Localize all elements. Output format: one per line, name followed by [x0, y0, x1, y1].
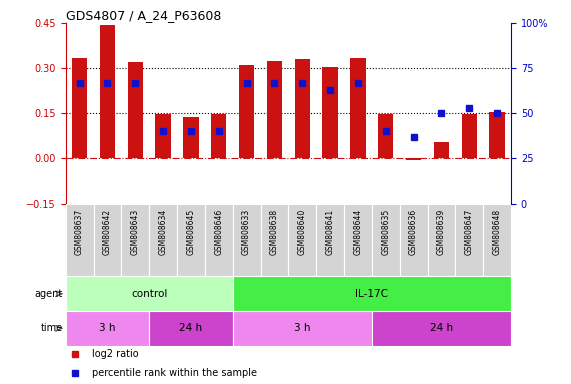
Bar: [66, 204, 94, 276]
Text: percentile rank within the sample: percentile rank within the sample: [93, 368, 258, 378]
Bar: [66, 276, 233, 311]
Bar: [205, 204, 233, 276]
Bar: [127, 62, 143, 159]
Text: 3 h: 3 h: [99, 323, 116, 333]
Bar: [233, 204, 260, 276]
Bar: [260, 204, 288, 276]
Bar: [94, 204, 122, 276]
Bar: [66, 311, 149, 346]
Bar: [400, 204, 428, 276]
Text: GSM808641: GSM808641: [325, 209, 335, 255]
Text: 3 h: 3 h: [294, 323, 311, 333]
Text: GSM808647: GSM808647: [465, 209, 474, 255]
Bar: [372, 204, 400, 276]
Text: log2 ratio: log2 ratio: [93, 349, 139, 359]
Text: GSM808643: GSM808643: [131, 209, 140, 255]
Text: GSM808633: GSM808633: [242, 209, 251, 255]
Bar: [428, 204, 456, 276]
Bar: [489, 112, 505, 159]
Text: agent: agent: [35, 289, 63, 299]
Text: GSM808642: GSM808642: [103, 209, 112, 255]
Bar: [149, 311, 233, 346]
Bar: [100, 25, 115, 159]
Bar: [456, 204, 483, 276]
Text: GSM808639: GSM808639: [437, 209, 446, 255]
Bar: [122, 204, 149, 276]
Text: control: control: [131, 289, 167, 299]
Text: GSM808646: GSM808646: [214, 209, 223, 255]
Text: GDS4807 / A_24_P63608: GDS4807 / A_24_P63608: [66, 9, 221, 22]
Bar: [372, 311, 511, 346]
Bar: [233, 311, 372, 346]
Text: GSM808637: GSM808637: [75, 209, 84, 255]
Bar: [461, 114, 477, 159]
Text: 24 h: 24 h: [430, 323, 453, 333]
Bar: [149, 204, 177, 276]
Text: GSM808638: GSM808638: [270, 209, 279, 255]
Text: IL-17C: IL-17C: [355, 289, 388, 299]
Text: GSM808644: GSM808644: [353, 209, 363, 255]
Bar: [288, 204, 316, 276]
Text: GSM808635: GSM808635: [381, 209, 391, 255]
Bar: [72, 58, 87, 159]
Text: GSM808648: GSM808648: [493, 209, 502, 255]
Bar: [155, 114, 171, 159]
Bar: [177, 204, 205, 276]
Bar: [239, 65, 254, 159]
Bar: [434, 142, 449, 159]
Bar: [211, 114, 227, 159]
Bar: [323, 67, 338, 159]
Text: GSM808636: GSM808636: [409, 209, 418, 255]
Text: GSM808645: GSM808645: [186, 209, 195, 255]
Bar: [295, 59, 310, 159]
Bar: [483, 204, 511, 276]
Bar: [406, 159, 421, 160]
Bar: [350, 58, 365, 159]
Bar: [378, 114, 393, 159]
Text: GSM808640: GSM808640: [297, 209, 307, 255]
Bar: [233, 276, 511, 311]
Bar: [344, 204, 372, 276]
Bar: [183, 117, 199, 159]
Text: GSM808634: GSM808634: [159, 209, 168, 255]
Text: 24 h: 24 h: [179, 323, 203, 333]
Text: time: time: [41, 323, 63, 333]
Bar: [267, 61, 282, 159]
Bar: [316, 204, 344, 276]
